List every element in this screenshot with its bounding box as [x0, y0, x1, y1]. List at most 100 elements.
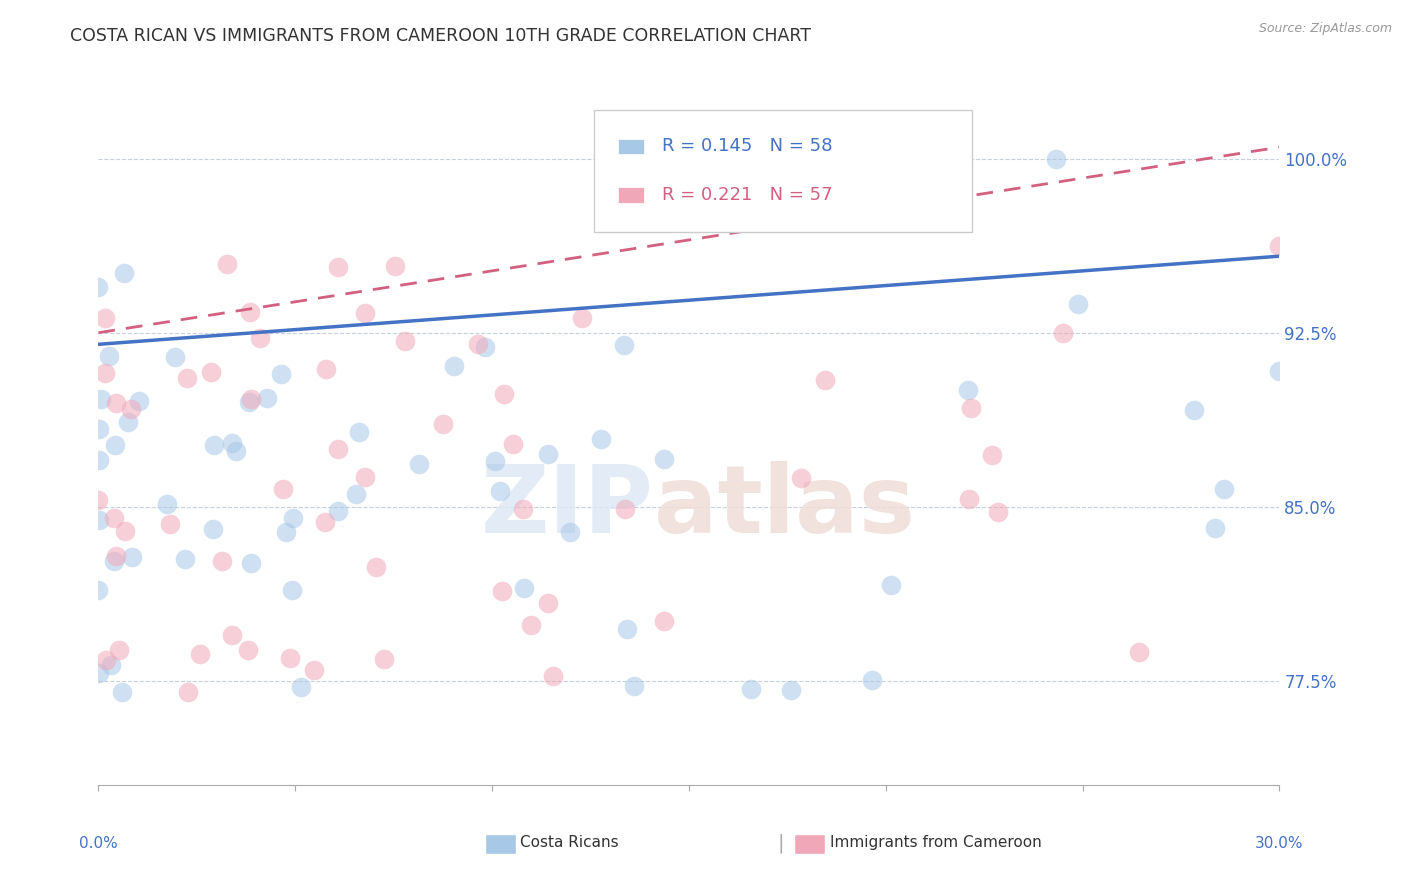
Point — [90, 392, 112, 406]
Point — [326, 442, 349, 456]
Bar — [619, 138, 644, 154]
Bar — [619, 187, 644, 202]
Point — [960, 401, 983, 415]
Point — [987, 504, 1010, 518]
Point — [281, 511, 304, 525]
Point — [364, 560, 387, 574]
Point — [347, 425, 370, 439]
Point — [190, 647, 212, 661]
Point — [1052, 326, 1074, 340]
Point — [648, 152, 671, 166]
Point — [344, 486, 367, 500]
Point — [353, 306, 375, 320]
Point — [315, 362, 337, 376]
Point — [278, 651, 301, 665]
Point — [117, 415, 139, 429]
Point — [290, 681, 312, 695]
Point — [1045, 152, 1067, 166]
Point — [87, 422, 110, 436]
Point — [273, 482, 295, 496]
Text: ZIP: ZIP — [481, 460, 654, 553]
Point — [654, 614, 676, 628]
Point — [177, 685, 200, 699]
Point — [155, 497, 177, 511]
Point — [239, 557, 262, 571]
Point — [120, 401, 142, 416]
Point — [484, 454, 506, 468]
Point — [104, 549, 127, 563]
Point — [100, 658, 122, 673]
Point — [249, 331, 271, 345]
Point — [174, 552, 197, 566]
Point — [87, 665, 110, 680]
Point — [541, 669, 564, 683]
Point — [176, 371, 198, 385]
Point — [238, 394, 260, 409]
Point — [304, 663, 326, 677]
Point — [217, 257, 239, 271]
Point — [354, 470, 377, 484]
Text: R = 0.221   N = 57: R = 0.221 N = 57 — [662, 186, 832, 204]
Text: Source: ZipAtlas.com: Source: ZipAtlas.com — [1258, 22, 1392, 36]
Text: Costa Ricans: Costa Ricans — [520, 836, 619, 850]
Point — [238, 643, 260, 657]
Point — [87, 493, 110, 508]
Point — [1268, 238, 1291, 252]
Point — [432, 417, 454, 431]
Point — [103, 554, 125, 568]
Text: COSTA RICAN VS IMMIGRANTS FROM CAMEROON 10TH GRADE CORRELATION CHART: COSTA RICAN VS IMMIGRANTS FROM CAMEROON … — [70, 27, 811, 45]
Text: R = 0.145   N = 58: R = 0.145 N = 58 — [662, 137, 832, 155]
Point — [89, 513, 111, 527]
Point — [1268, 364, 1291, 378]
Point — [202, 523, 225, 537]
Point — [281, 582, 304, 597]
Text: Immigrants from Cameroon: Immigrants from Cameroon — [830, 836, 1042, 850]
Point — [107, 642, 129, 657]
Point — [103, 511, 125, 525]
Point — [489, 483, 512, 498]
Point — [571, 311, 593, 326]
Point — [1067, 297, 1090, 311]
Point — [474, 340, 496, 354]
Point — [613, 337, 636, 351]
Point — [159, 516, 181, 531]
Point — [256, 391, 278, 405]
Point — [408, 458, 430, 472]
Point — [87, 280, 110, 294]
Point — [221, 436, 243, 450]
Point — [270, 368, 292, 382]
Point — [121, 549, 143, 564]
FancyBboxPatch shape — [595, 110, 973, 232]
Point — [537, 596, 560, 610]
Point — [1204, 521, 1226, 535]
Point — [1128, 645, 1150, 659]
Point — [862, 673, 884, 688]
Point — [502, 437, 524, 451]
Point — [225, 443, 247, 458]
Text: 30.0%: 30.0% — [1256, 836, 1303, 851]
Point — [790, 471, 813, 485]
Point — [98, 349, 121, 363]
Point — [513, 581, 536, 595]
Point — [200, 365, 222, 379]
Point — [443, 359, 465, 374]
Point — [112, 266, 135, 280]
Text: |: | — [778, 833, 783, 853]
Point — [467, 336, 489, 351]
Point — [87, 453, 110, 467]
Point — [957, 383, 980, 397]
Point — [326, 260, 349, 274]
Point — [589, 432, 612, 446]
Point — [93, 310, 115, 325]
Point — [613, 502, 636, 516]
Point — [165, 351, 187, 365]
Point — [491, 584, 513, 599]
Point — [384, 259, 406, 273]
Point — [1182, 402, 1205, 417]
Point — [328, 504, 350, 518]
Point — [740, 682, 762, 697]
Point — [623, 679, 645, 693]
Point — [314, 516, 336, 530]
Point — [276, 524, 298, 539]
Point — [1213, 483, 1236, 497]
